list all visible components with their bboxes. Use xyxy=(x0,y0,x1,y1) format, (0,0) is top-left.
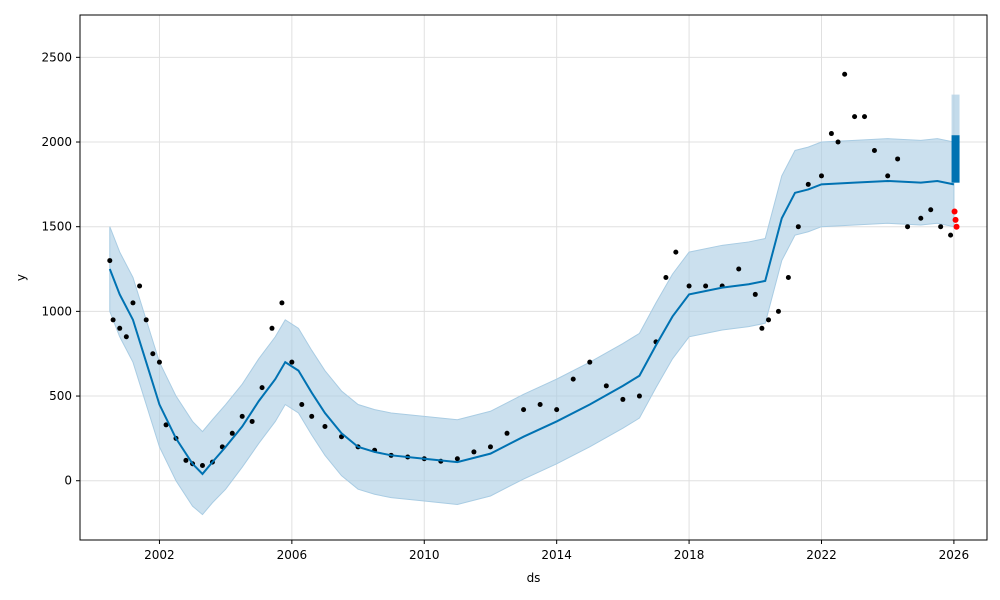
observed-point xyxy=(636,393,642,399)
observed-point xyxy=(603,383,609,389)
x-axis-ticks: 2002 2006 2010 2014 2018 2022 2026 xyxy=(144,540,969,562)
observed-point xyxy=(471,449,477,455)
recent-actual-point xyxy=(952,216,959,223)
observed-point xyxy=(249,418,255,424)
x-tick-label: 2022 xyxy=(806,548,837,562)
observed-point xyxy=(703,283,709,289)
observed-point xyxy=(454,456,460,462)
observed-point xyxy=(199,462,205,468)
observed-point xyxy=(322,424,328,430)
recent-actual-point xyxy=(951,208,958,215)
observed-point xyxy=(143,317,149,323)
observed-point xyxy=(663,275,669,280)
observed-point xyxy=(183,457,189,463)
observed-point xyxy=(905,224,911,230)
y-axis-label: y xyxy=(14,274,28,281)
observed-point xyxy=(818,173,824,179)
y-tick-label: 1000 xyxy=(41,304,72,318)
observed-point xyxy=(504,430,510,436)
observed-point xyxy=(110,317,116,323)
x-tick-label: 2026 xyxy=(939,548,970,562)
x-axis-label: ds xyxy=(527,571,541,585)
x-tick-label: 2014 xyxy=(541,548,572,562)
observed-point xyxy=(785,275,791,280)
observed-point xyxy=(521,407,527,413)
uncertainty-band xyxy=(109,138,955,516)
observed-point xyxy=(487,444,493,450)
observed-point xyxy=(123,334,129,340)
observed-point xyxy=(554,407,560,413)
y-tick-label: 500 xyxy=(49,389,72,403)
plot-frame xyxy=(79,14,988,541)
observed-point xyxy=(570,376,576,382)
x-tick-label: 2010 xyxy=(409,548,440,562)
observed-point xyxy=(835,139,841,145)
observed-point xyxy=(150,351,156,357)
observed-point xyxy=(130,300,136,306)
observed-point xyxy=(805,181,811,187)
observed-point xyxy=(795,224,801,230)
observed-point xyxy=(852,114,858,120)
observed-point xyxy=(163,422,169,428)
observed-point xyxy=(918,215,924,221)
observed-point xyxy=(309,413,315,419)
recent-actual-points xyxy=(951,208,960,230)
observed-point xyxy=(259,385,265,391)
observed-point xyxy=(885,173,891,179)
x-tick-label: 2018 xyxy=(674,548,705,562)
horizon-forecast xyxy=(951,135,960,183)
x-tick-label: 2006 xyxy=(277,548,308,562)
observed-points xyxy=(107,71,954,468)
observed-point xyxy=(895,156,901,162)
observed-point xyxy=(289,359,295,365)
observed-point xyxy=(759,325,765,331)
forecast-horizon xyxy=(951,94,960,183)
y-tick-label: 0 xyxy=(64,474,72,488)
observed-point xyxy=(587,359,593,365)
observed-point xyxy=(620,396,626,402)
y-tick-label: 2000 xyxy=(41,135,72,149)
observed-point xyxy=(299,402,305,408)
observed-point xyxy=(279,300,285,306)
observed-point xyxy=(938,224,944,230)
observed-point xyxy=(239,413,245,419)
observed-point xyxy=(156,359,162,365)
observed-point xyxy=(537,402,543,408)
y-tick-label: 2500 xyxy=(41,50,72,64)
observed-point xyxy=(842,71,848,77)
recent-actual-point xyxy=(953,223,960,230)
observed-point xyxy=(229,430,235,436)
x-tick-label: 2002 xyxy=(144,548,175,562)
observed-point xyxy=(117,325,123,331)
observed-point xyxy=(269,325,275,331)
observed-point xyxy=(948,232,954,238)
observed-point xyxy=(928,207,934,213)
observed-point xyxy=(107,258,113,264)
observed-point xyxy=(766,317,772,323)
observed-point xyxy=(862,114,868,120)
observed-point xyxy=(736,266,742,272)
y-axis-ticks: 0 500 1000 1500 2000 2500 xyxy=(41,50,80,488)
confidence-band xyxy=(109,138,955,516)
forecast-trend-line xyxy=(108,179,955,476)
observed-point xyxy=(752,291,758,297)
observed-point xyxy=(673,249,679,255)
observed-point xyxy=(828,131,834,137)
observed-point xyxy=(775,308,781,314)
observed-point xyxy=(686,283,692,289)
observed-point xyxy=(137,283,143,289)
forecast-line xyxy=(108,179,955,476)
observed-point xyxy=(871,147,877,153)
y-tick-label: 1500 xyxy=(41,220,72,234)
